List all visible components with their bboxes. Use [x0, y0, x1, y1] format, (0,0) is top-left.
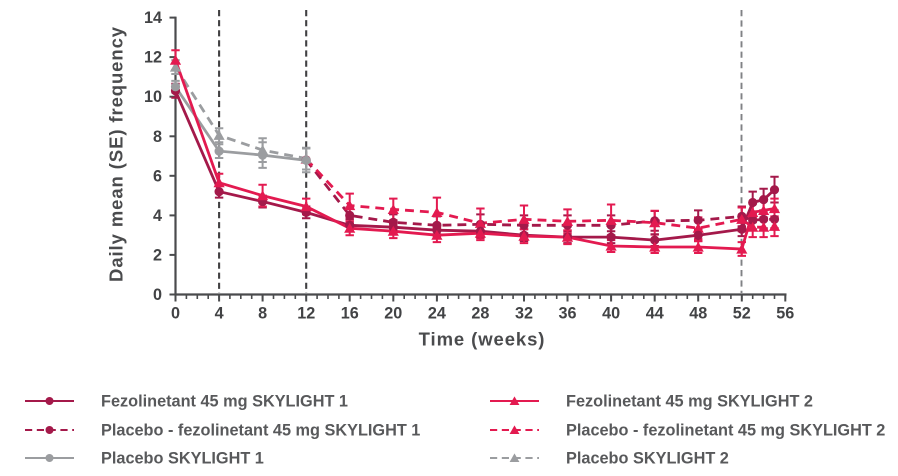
svg-text:16: 16	[341, 305, 359, 323]
svg-text:0: 0	[171, 305, 180, 323]
svg-text:36: 36	[558, 305, 576, 323]
svg-text:14: 14	[144, 9, 162, 27]
svg-text:24: 24	[428, 305, 446, 323]
svg-text:Fezolinetant 45 mg SKYLIGHT 1: Fezolinetant 45 mg SKYLIGHT 1	[101, 393, 348, 411]
svg-text:4: 4	[153, 207, 162, 225]
svg-text:Placebo - fezolinetant 45 mg S: Placebo - fezolinetant 45 mg SKYLIGHT 1	[101, 422, 420, 440]
svg-text:6: 6	[153, 167, 162, 185]
svg-text:0: 0	[153, 286, 162, 304]
svg-text:12: 12	[144, 49, 162, 67]
svg-text:Daily mean (SE) frequency: Daily mean (SE) frequency	[106, 26, 127, 282]
svg-text:20: 20	[384, 305, 402, 323]
svg-text:12: 12	[297, 305, 315, 323]
svg-text:8: 8	[258, 305, 267, 323]
svg-text:32: 32	[515, 305, 533, 323]
svg-text:52: 52	[733, 305, 751, 323]
svg-text:10: 10	[144, 88, 162, 106]
svg-text:Fezolinetant 45 mg SKYLIGHT 2: Fezolinetant 45 mg SKYLIGHT 2	[566, 393, 813, 411]
svg-text:40: 40	[602, 305, 620, 323]
svg-text:Time (weeks): Time (weeks)	[419, 329, 546, 350]
svg-text:2: 2	[153, 246, 162, 264]
svg-text:4: 4	[215, 305, 224, 323]
svg-text:44: 44	[646, 305, 664, 323]
svg-text:48: 48	[689, 305, 707, 323]
svg-text:28: 28	[471, 305, 489, 323]
svg-text:Placebo SKYLIGHT 1: Placebo SKYLIGHT 1	[101, 450, 264, 468]
svg-text:8: 8	[153, 128, 162, 146]
svg-text:Placebo - fezolinetant 45 mg S: Placebo - fezolinetant 45 mg SKYLIGHT 2	[566, 422, 885, 440]
svg-text:Placebo SKYLIGHT 2: Placebo SKYLIGHT 2	[566, 450, 729, 468]
svg-text:56: 56	[776, 305, 794, 323]
